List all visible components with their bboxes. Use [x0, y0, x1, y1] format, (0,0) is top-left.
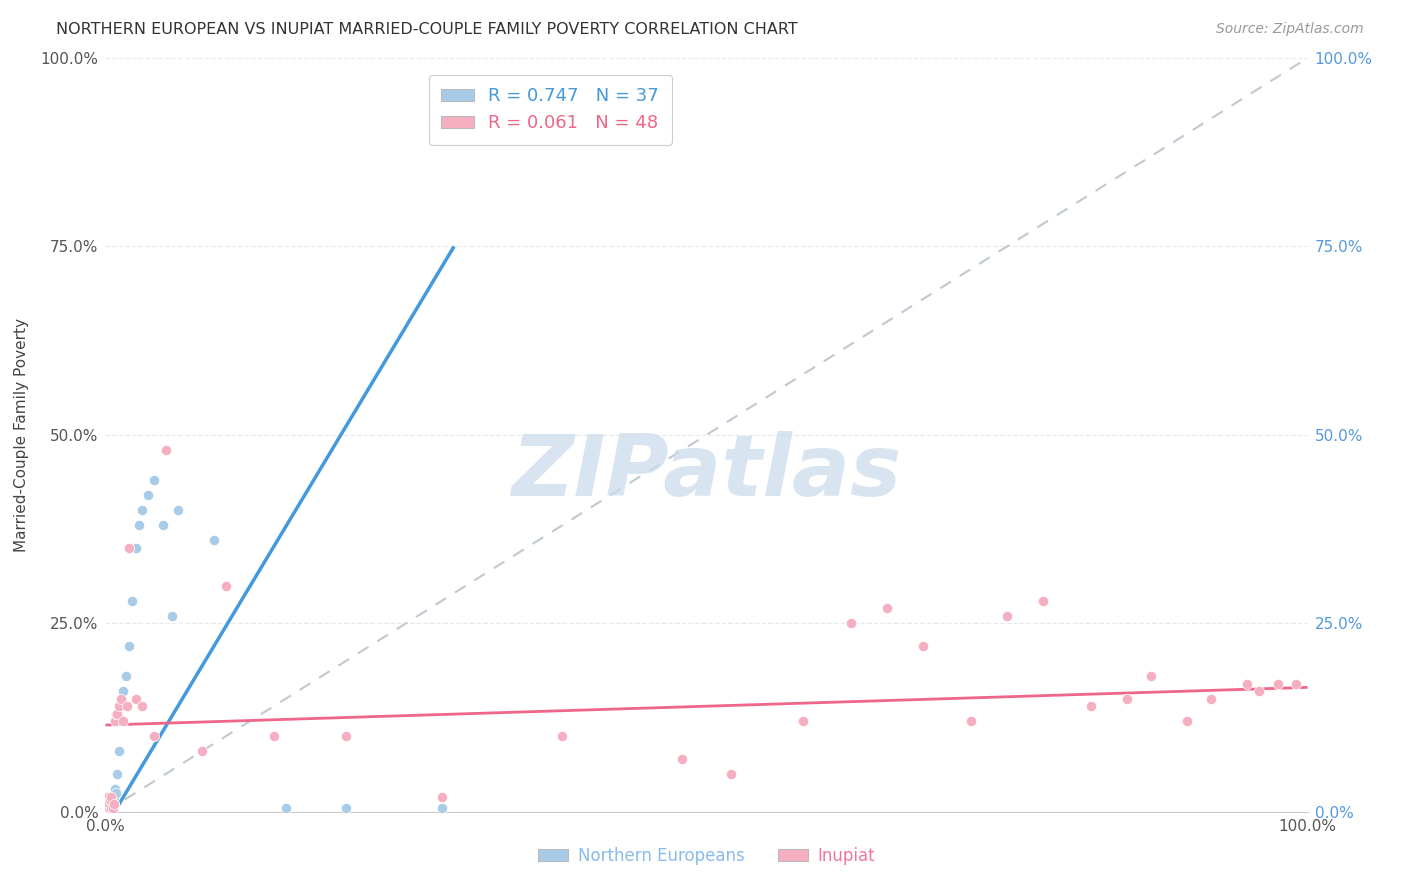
Point — [1140, 669, 1163, 683]
Point — [112, 684, 135, 698]
Point — [96, 801, 118, 815]
Point — [152, 518, 174, 533]
Point — [1032, 593, 1054, 607]
Point — [1267, 676, 1289, 690]
Point — [911, 639, 934, 653]
Point — [136, 488, 159, 502]
Point — [1116, 691, 1139, 706]
Point — [430, 801, 453, 815]
Point — [124, 691, 146, 706]
Point — [214, 579, 236, 593]
Point — [1201, 691, 1223, 706]
Point — [131, 503, 153, 517]
Point — [1080, 699, 1102, 714]
Point — [131, 699, 153, 714]
Point — [103, 789, 125, 804]
Point — [110, 691, 132, 706]
Point — [1249, 684, 1271, 698]
Point — [98, 797, 121, 812]
Point — [107, 699, 129, 714]
Point — [100, 797, 122, 812]
Point — [335, 730, 357, 744]
Point — [105, 706, 128, 721]
Point — [98, 793, 121, 807]
Point — [101, 801, 124, 815]
Point — [100, 789, 122, 804]
Point — [960, 714, 983, 729]
Point — [105, 786, 128, 800]
Point — [115, 669, 138, 683]
Text: Source: ZipAtlas.com: Source: ZipAtlas.com — [1216, 22, 1364, 37]
Point — [108, 714, 131, 729]
Point — [100, 789, 122, 804]
Point — [98, 797, 121, 812]
Point — [96, 801, 118, 815]
Point — [107, 744, 129, 758]
Point — [101, 793, 124, 807]
Point — [98, 789, 121, 804]
Text: NORTHERN EUROPEAN VS INUPIAT MARRIED-COUPLE FAMILY POVERTY CORRELATION CHART: NORTHERN EUROPEAN VS INUPIAT MARRIED-COU… — [56, 22, 799, 37]
Point — [115, 699, 138, 714]
Point — [118, 541, 141, 555]
Point — [104, 782, 127, 797]
Point — [103, 797, 125, 812]
Point — [155, 442, 177, 457]
Point — [121, 593, 143, 607]
Point — [263, 730, 285, 744]
Point — [335, 801, 357, 815]
Point — [104, 714, 127, 729]
Point — [98, 793, 121, 807]
Point — [107, 767, 129, 781]
Point — [103, 797, 125, 812]
Point — [100, 801, 122, 815]
Point — [97, 801, 120, 815]
Point — [430, 789, 453, 804]
Point — [98, 801, 121, 815]
Point — [98, 801, 121, 815]
Point — [112, 714, 135, 729]
Point — [720, 767, 742, 781]
Point — [190, 744, 212, 758]
Point — [160, 608, 183, 623]
Point — [166, 503, 188, 517]
Point — [124, 541, 146, 555]
Point — [107, 706, 129, 721]
Point — [97, 793, 120, 807]
Point — [1236, 676, 1258, 690]
Text: ZIPatlas: ZIPatlas — [512, 431, 901, 514]
Point — [671, 752, 693, 766]
Point — [876, 601, 898, 615]
Point — [142, 730, 165, 744]
Point — [96, 797, 118, 812]
Point — [551, 730, 574, 744]
Point — [792, 714, 814, 729]
Point — [97, 801, 120, 815]
Point — [839, 616, 862, 631]
Point — [96, 797, 118, 812]
Point — [202, 533, 225, 548]
Point — [995, 608, 1018, 623]
Point — [1284, 676, 1306, 690]
Point — [96, 789, 118, 804]
Point — [142, 473, 165, 487]
Point — [118, 639, 141, 653]
Point — [97, 789, 120, 804]
Point — [100, 801, 122, 815]
Point — [110, 699, 132, 714]
Y-axis label: Married-Couple Family Poverty: Married-Couple Family Poverty — [14, 318, 30, 552]
Point — [1175, 714, 1198, 729]
Point — [274, 801, 297, 815]
Legend: Northern Europeans, Inupiat: Northern Europeans, Inupiat — [531, 840, 882, 871]
Point — [98, 801, 121, 815]
Point — [128, 518, 150, 533]
